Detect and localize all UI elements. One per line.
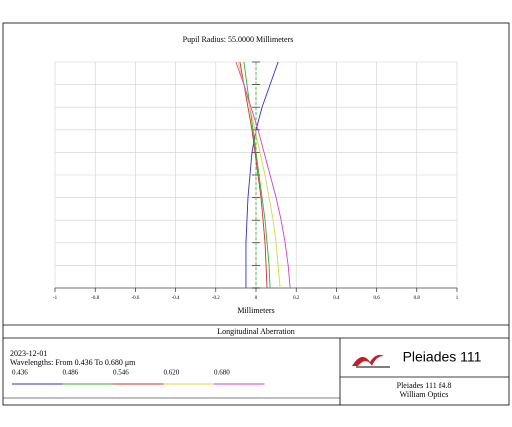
- legend-label: 0.620: [164, 369, 180, 377]
- x-tick-label: 0: [255, 296, 258, 301]
- legend-label: 0.680: [214, 369, 230, 377]
- chart-title: Pupil Radius: 55.0000 Millimeters: [183, 35, 294, 44]
- x-tick-label: 0.4: [333, 296, 340, 301]
- caption: Longitudinal Aberration: [217, 327, 295, 336]
- frame: [2, 22, 510, 406]
- x-tick-label: 1: [456, 296, 459, 301]
- x-tick-label: -1: [53, 296, 58, 301]
- legend-label: 0.486: [63, 369, 79, 377]
- legend-label: 0.546: [113, 369, 129, 377]
- date: 2023-12-01: [10, 349, 47, 358]
- x-tick-label: -0.2: [212, 296, 220, 301]
- x-axis-label: Millimeters: [237, 306, 274, 315]
- lens-title: Pleiades 111: [403, 349, 482, 365]
- wavelengths: Wavelengths: From 0.436 To 0.680 μm: [10, 358, 136, 367]
- series-line: [245, 61, 279, 288]
- x-tick-label: 0.6: [373, 296, 380, 301]
- x-tick-label: -0.8: [91, 296, 99, 301]
- series-line: [237, 61, 281, 289]
- logo: [352, 354, 390, 368]
- x-tick-label: 0.8: [414, 296, 421, 301]
- maker: William Optics: [400, 390, 449, 399]
- legend-label: 0.436: [12, 369, 28, 377]
- x-tick-label: -0.6: [131, 296, 139, 301]
- series-line: [235, 61, 291, 289]
- x-tick-label: 0.2: [293, 296, 300, 301]
- series-line: [239, 61, 268, 289]
- x-tick-label: -0.4: [172, 296, 180, 301]
- lens-name: Pleiades 111 f4.8: [397, 381, 452, 390]
